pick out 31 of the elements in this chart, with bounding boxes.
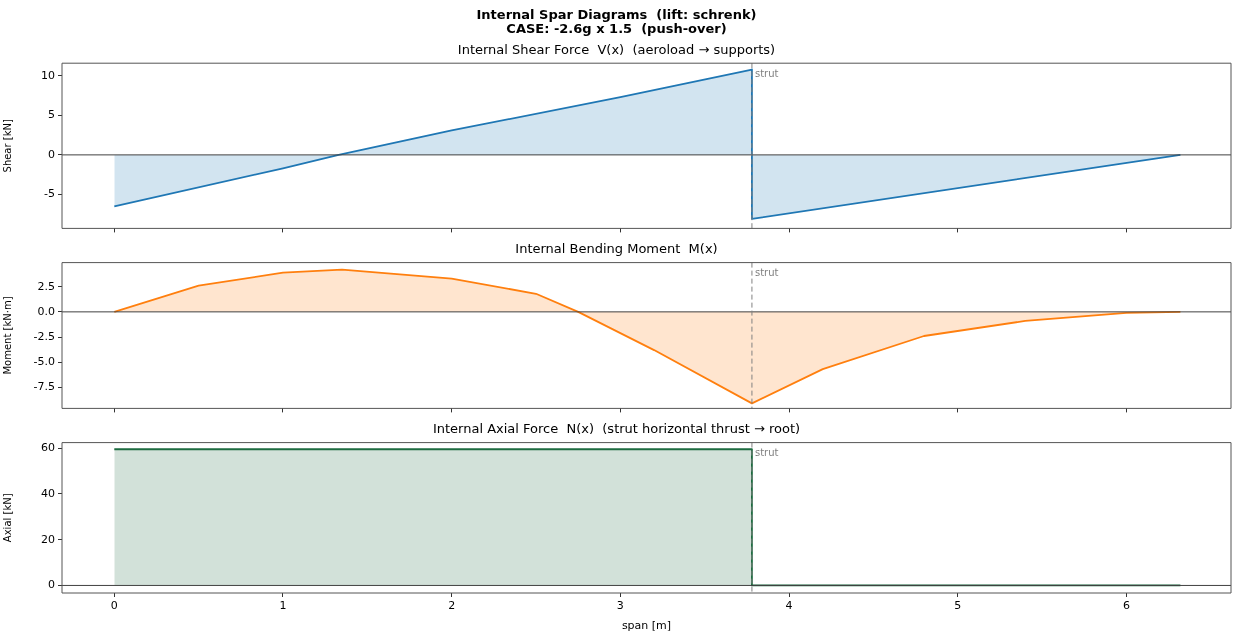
ref-line-label: strut	[754, 447, 779, 459]
y-tick-label: 0	[48, 147, 55, 161]
y-tick-label: 0	[48, 578, 55, 592]
y-axis-title: Axial [kN]	[1, 493, 13, 543]
x-tick-label: 2	[448, 599, 456, 613]
chart-title: Internal Bending Moment M(x)	[515, 241, 718, 257]
y-tick-label: 20	[41, 532, 55, 546]
y-axis-title: Moment [kN·m]	[1, 296, 13, 375]
y-tick-label: 2.5	[37, 279, 55, 293]
x-tick-label: 1	[279, 599, 287, 613]
y-tick-label: 60	[41, 440, 55, 454]
x-tick-label: 4	[785, 599, 793, 613]
chart-title: Internal Axial Force N(x) (strut horizontal thrust → root)	[432, 421, 801, 437]
y-tick-label: -5.0	[33, 355, 55, 369]
chart-title: Internal Spar Diagrams (lift: schrenk) CASE: -2.6g x 1.5 (push-over)	[476, 6, 757, 36]
x-tick-label: 5	[954, 599, 962, 613]
y-tick-label: 40	[41, 486, 55, 500]
ref-line-label: strut	[754, 267, 779, 279]
y-tick-label: 0.0	[37, 304, 55, 318]
y-tick-label: -2.5	[33, 329, 55, 343]
x-tick-label: 0	[110, 599, 118, 613]
x-axis-title: span [m]	[621, 619, 672, 633]
ref-line-label: strut	[754, 67, 779, 79]
y-tick-label: -5	[44, 187, 55, 201]
x-tick-label: 3	[616, 599, 624, 613]
y-axis-title: Shear [kN]	[1, 119, 13, 173]
y-tick-label: -7.5	[33, 380, 55, 394]
chart-subtitle: Internal Shear Force V(x) (aeroload → supports)	[457, 41, 776, 57]
y-tick-label: 5	[48, 108, 55, 122]
y-tick-label: 10	[41, 68, 55, 82]
x-tick-label: 6	[1122, 599, 1130, 613]
